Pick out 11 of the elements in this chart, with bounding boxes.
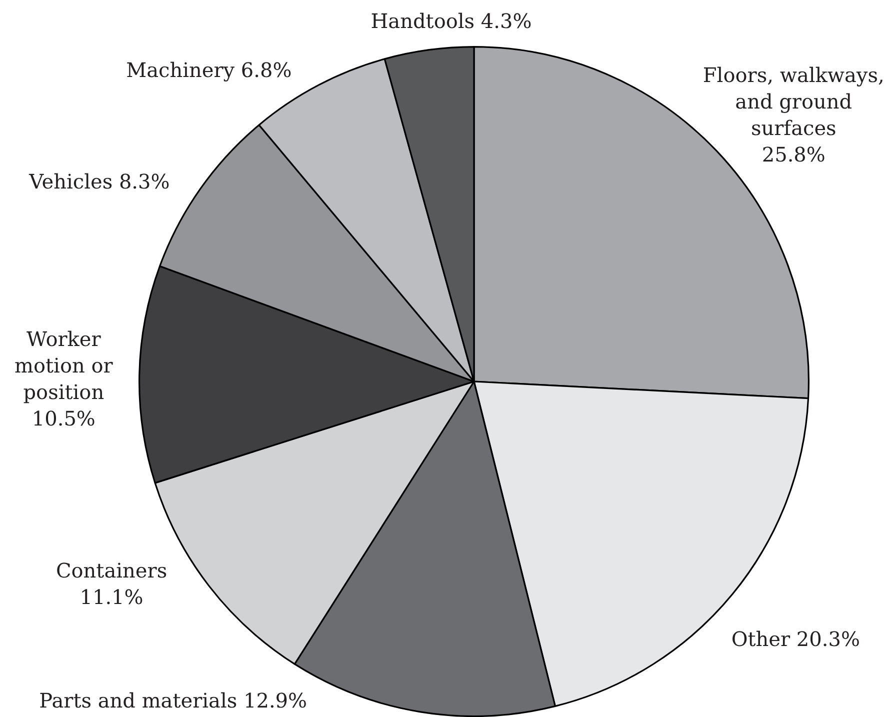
slice-label: Machinery 6.8% (126, 58, 292, 82)
data-label: 11.1% (80, 585, 144, 610)
data-label: 25.8% (762, 142, 826, 166)
slice-label: Worker motion or position (14, 326, 114, 404)
slice-label: Other 20.3% (731, 626, 860, 651)
data-label: 10.5% (32, 406, 96, 430)
slice-label: Containers (56, 558, 168, 583)
slice-label: Floors, walkways, and ground surfaces (702, 62, 884, 140)
slice-label: Vehicles 8.3% (28, 170, 170, 194)
slice-label: Handtools 4.3% (370, 9, 532, 34)
slice-label: Parts and materials 12.9% (39, 688, 308, 712)
